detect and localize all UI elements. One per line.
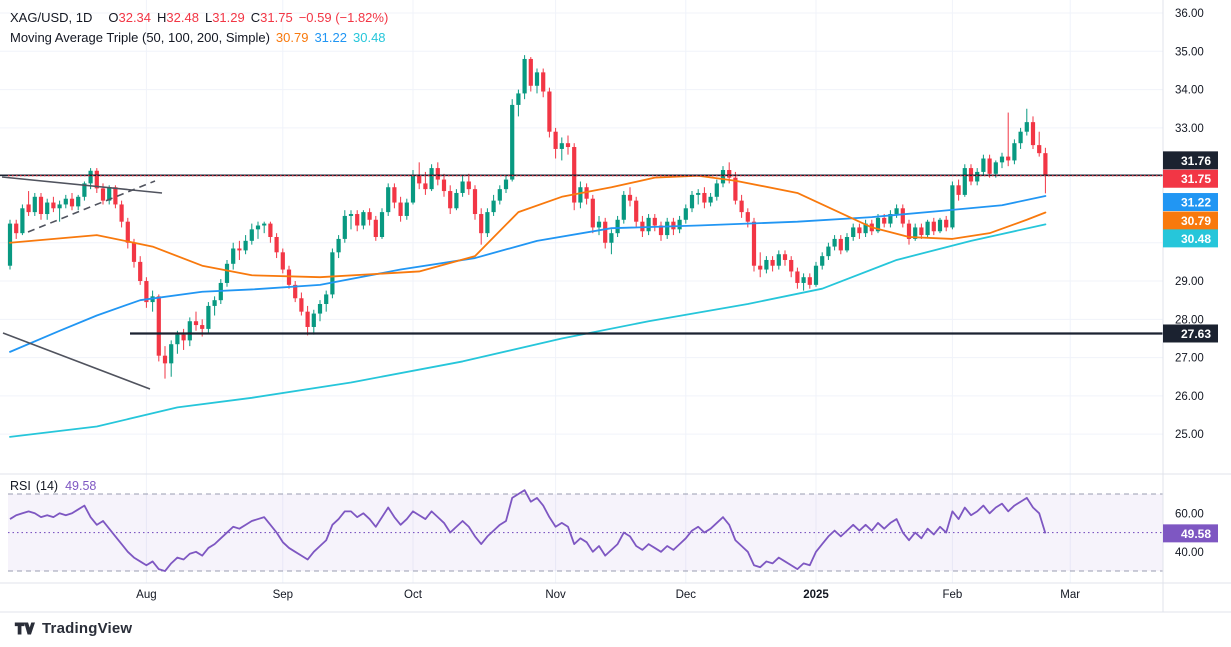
tradingview-logo[interactable]: TradingView [14,620,132,637]
high-label: H [157,10,167,25]
svg-text:Dec: Dec [676,589,697,601]
ma50-value: 30.79 [275,30,309,45]
symbol-legend[interactable]: XAG/USD, 1D O32.34 H32.48 L31.29 C31.75 −0.59… [10,8,388,48]
rsi-line [9,489,1047,572]
price-tag-49.58: 49.58 [1163,524,1218,543]
price-tag-31.76: 31.76 [1163,151,1218,170]
rsi-value: 49.58 [65,479,97,493]
ma200-value: 30.48 [353,30,386,45]
time-axis[interactable]: Aug Sep Oct Nov Dec 2025 Feb Mar [136,589,1080,601]
svg-text:30.48: 30.48 [1181,232,1211,246]
low-label: L [204,10,213,25]
change-value: −0.59 (−1.82%) [298,10,389,25]
low-value: 31.29 [212,10,245,25]
ma100-value: 31.22 [314,30,347,45]
ohlc-legend-row[interactable]: XAG/USD, 1D O32.34 H32.48 L31.29 C31.75 −0.59… [10,8,388,28]
svg-text:34.00: 34.00 [1175,85,1204,97]
price-axis-tags: 31.76 31.75 31.22 30.79 30.48 27.63 49.58 [1163,151,1218,543]
open-label: O [108,10,119,25]
svg-text:Nov: Nov [545,589,566,601]
trendlines [1,176,163,390]
svg-text:31.22: 31.22 [1181,196,1211,210]
svg-text:31.76: 31.76 [1181,154,1211,168]
svg-text:49.58: 49.58 [1181,527,1211,541]
sma-200-line [9,223,1047,438]
svg-text:31.75: 31.75 [1181,172,1211,186]
svg-text:Oct: Oct [404,589,423,601]
svg-text:Feb: Feb [942,589,962,601]
svg-text:Sep: Sep [273,589,293,601]
rsi-legend[interactable]: RSI (14) 49.58 [10,479,96,493]
price-tag-31.75: 31.75 [1163,169,1218,188]
svg-text:40.00: 40.00 [1175,547,1204,559]
svg-text:26.00: 26.00 [1175,391,1204,403]
ma-indicator-label: Moving Average Triple (50, 100, 200, Sim… [10,30,270,45]
svg-text:28.00: 28.00 [1175,314,1204,326]
rsi-band [8,493,1208,572]
svg-text:33.00: 33.00 [1175,123,1204,135]
svg-text:25.00: 25.00 [1175,429,1204,441]
grid-layer [0,0,1163,583]
symbol-title: XAG/USD, 1D [10,10,93,25]
svg-text:27.63: 27.63 [1181,327,1211,341]
high-value: 32.48 [166,10,199,25]
svg-text:36.00: 36.00 [1175,8,1204,20]
brand-name: TradingView [42,620,133,637]
pane-separators [0,0,1231,613]
close-label: C [250,10,261,25]
tradingview-logo-icon [14,622,35,635]
svg-text:60.00: 60.00 [1175,508,1204,520]
price-tag-27.63: 27.63 [1163,324,1218,343]
svg-text:2025: 2025 [803,589,829,601]
sma-50-line [9,174,1047,279]
price-tag-30.79: 30.79 [1163,211,1218,230]
close-value: 31.75 [260,10,293,25]
candlestick-layer[interactable] [7,55,1048,379]
ma-legend-row[interactable]: Moving Average Triple (50, 100, 200, Sim… [10,28,388,48]
svg-text:30.79: 30.79 [1181,214,1211,228]
horizontal-lines [0,174,1163,335]
svg-text:Mar: Mar [1060,589,1080,601]
price-tag-30.48: 30.48 [1163,229,1218,248]
svg-text:Aug: Aug [136,589,156,601]
open-value: 32.34 [118,10,152,25]
rsi-period: (14) [35,479,59,493]
sma-100-line [9,195,1047,353]
svg-text:35.00: 35.00 [1175,46,1204,58]
rsi-label: RSI [10,479,31,493]
svg-text:29.00: 29.00 [1175,276,1204,288]
price-tag-31.22: 31.22 [1163,193,1218,212]
svg-text:27.00: 27.00 [1175,353,1204,365]
